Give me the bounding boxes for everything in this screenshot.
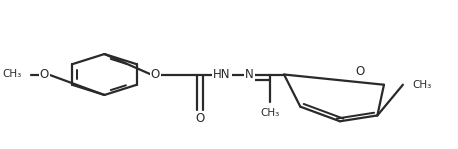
Text: O: O xyxy=(39,68,49,81)
Text: CH₃: CH₃ xyxy=(413,80,432,90)
Text: CH₃: CH₃ xyxy=(2,69,22,80)
Text: N: N xyxy=(245,68,254,81)
Text: O: O xyxy=(355,65,365,78)
Text: CH₃: CH₃ xyxy=(260,108,279,118)
Text: O: O xyxy=(151,68,160,81)
Text: O: O xyxy=(195,112,204,125)
Text: HN: HN xyxy=(213,68,231,81)
